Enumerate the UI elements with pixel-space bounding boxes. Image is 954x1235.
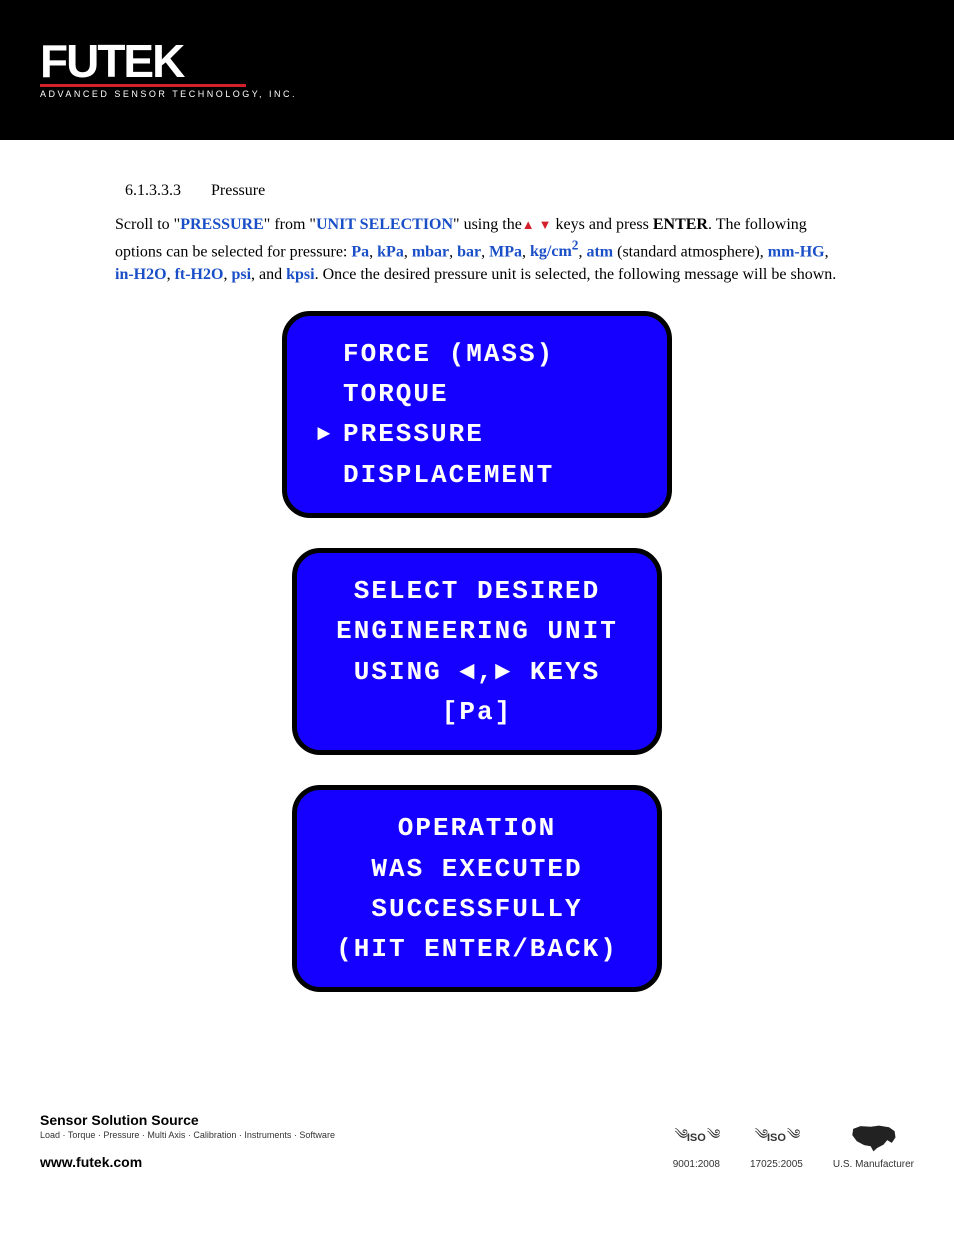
us-manufacturer: U.S. Manufacturer (833, 1121, 914, 1170)
lcd-done-screen: OPERATION WAS EXECUTED SUCCESSFULLY (HIT… (292, 785, 662, 992)
unit-inh2o: in-H2O (115, 266, 167, 283)
enter-key: ENTER (653, 216, 708, 233)
lcd-line: (HIT ENTER/BACK) (307, 929, 647, 969)
arrow-down-icon: ▼ (539, 217, 552, 232)
cursor-icon: ► (317, 418, 343, 452)
text: keys and press (552, 216, 653, 233)
section-heading: 6.1.3.3.3 Pressure (115, 180, 839, 202)
unit-kpa: kPa (377, 243, 404, 260)
hl-unit-selection: UNIT SELECTION (316, 216, 453, 233)
lcd-line: SUCCESSFULLY (307, 889, 647, 929)
text: kg/cm (530, 243, 572, 260)
logo: FUTEK ADVANCED SENSOR TECHNOLOGY, INC. (40, 41, 297, 98)
arrow-up-icon: ▲ (522, 217, 535, 232)
iso-text: ISO (767, 1132, 786, 1144)
menu-item: FORCE (MASS) (343, 334, 554, 374)
unit-atm: atm (586, 243, 613, 260)
unit-bar: bar (457, 243, 481, 260)
menu-row-selected: ►PRESSURE (317, 414, 657, 454)
lcd-menu-screen: FORCE (MASS) TORQUE ►PRESSURE DISPLACEME… (282, 311, 672, 518)
body-paragraph: Scroll to "PRESSURE" from "UNIT SELECTIO… (115, 214, 839, 286)
menu-item: DISPLACEMENT (343, 455, 554, 495)
lcd-line: OPERATION (307, 808, 647, 848)
cert-label: 17025:2005 (750, 1159, 803, 1170)
unit-psi: psi (231, 266, 251, 283)
logo-text: FUTEK (40, 41, 297, 82)
footer-right: ༄ISO༄ 9001:2008 ༄ISO༄ 17025:2005 U.S. Ma… (673, 1121, 914, 1170)
website-url: www.futek.com (40, 1154, 335, 1170)
text: , and (251, 266, 286, 283)
sss-subtitle: Load · Torque · Pressure · Multi Axis · … (40, 1130, 335, 1140)
lcd-line: USING ◄,► KEYS (307, 652, 647, 692)
unit-kpsi: kpsi (286, 266, 314, 283)
text: (standard atmosphere), (613, 243, 768, 260)
hl-pressure: PRESSURE (180, 216, 264, 233)
cert-label: U.S. Manufacturer (833, 1159, 914, 1170)
text: . Once the desired pressure unit is sele… (315, 266, 837, 283)
lcd-line: [Pa] (307, 692, 647, 732)
lcd-line: ENGINEERING UNIT (307, 611, 647, 651)
text: " from " (264, 216, 316, 233)
unit-pa: Pa (351, 243, 369, 260)
menu-row: FORCE (MASS) (317, 334, 657, 374)
unit-mmhg: mm-HG (768, 243, 825, 260)
sss-title: Sensor Solution Source (40, 1112, 335, 1128)
unit-mpa: MPa (489, 243, 522, 260)
page-footer: Sensor Solution Source Load · Torque · P… (0, 1112, 954, 1200)
text: KEYS (512, 657, 600, 687)
iso-text: ISO (687, 1132, 706, 1144)
menu-item: TORQUE (343, 374, 449, 414)
lcd-line: WAS EXECUTED (307, 849, 647, 889)
page-header: FUTEK ADVANCED SENSOR TECHNOLOGY, INC. (0, 0, 954, 140)
logo-subtext: ADVANCED SENSOR TECHNOLOGY, INC. (40, 89, 297, 99)
content-area: 6.1.3.3.3 Pressure Scroll to "PRESSURE" … (0, 140, 954, 992)
menu-row: TORQUE (317, 374, 657, 414)
arrow-right-icon: ► (495, 657, 513, 687)
cert-label: 9001:2008 (673, 1159, 720, 1170)
menu-row: DISPLACEMENT (317, 455, 657, 495)
unit-kgcm2: kg/cm2 (530, 243, 578, 260)
lcd-select-screen: SELECT DESIRED ENGINEERING UNIT USING ◄,… (292, 548, 662, 755)
arrow-left-icon: ◄ (459, 657, 477, 687)
cert-iso9001: ༄ISO༄ 9001:2008 (673, 1121, 720, 1170)
sup: 2 (572, 238, 579, 253)
text: Scroll to " (115, 216, 180, 233)
menu-item: PRESSURE (343, 414, 484, 454)
text: USING (354, 657, 460, 687)
laurel-icon: ༄ISO༄ (673, 1121, 720, 1155)
unit-fth2o: ft-H2O (175, 266, 224, 283)
text: " using the (453, 216, 522, 233)
unit-mbar: mbar (412, 243, 449, 260)
lcd-screens: FORCE (MASS) TORQUE ►PRESSURE DISPLACEME… (115, 311, 839, 993)
lcd-line: SELECT DESIRED (307, 571, 647, 611)
usa-map-icon (833, 1121, 914, 1155)
cert-iso17025: ༄ISO༄ 17025:2005 (750, 1121, 803, 1170)
footer-left: Sensor Solution Source Load · Torque · P… (40, 1112, 335, 1170)
section-number: 6.1.3.3.3 (125, 180, 181, 202)
section-title: Pressure (211, 180, 265, 202)
text: , (477, 657, 495, 687)
laurel-icon: ༄ISO༄ (750, 1121, 803, 1155)
